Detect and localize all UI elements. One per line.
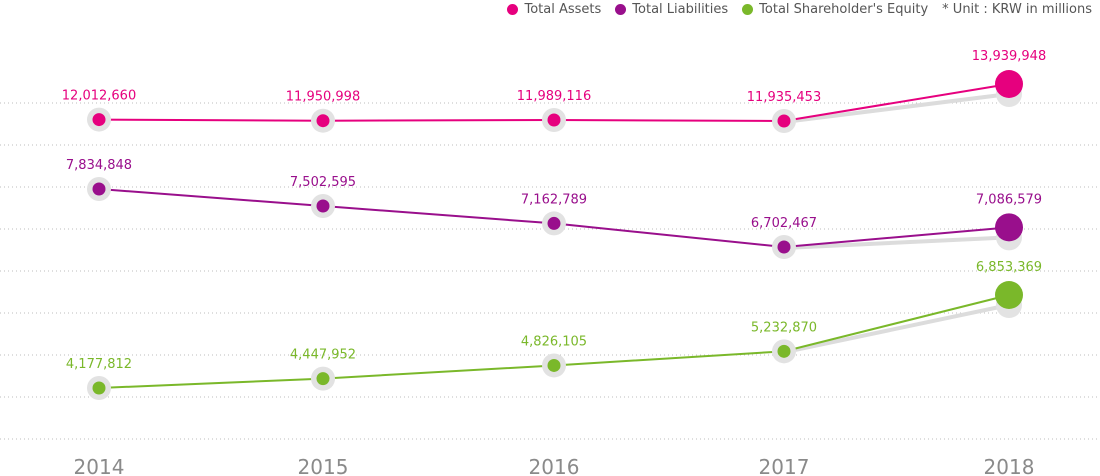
data-label: 12,012,660 [62, 89, 136, 104]
legend-dot-icon [742, 3, 754, 15]
legend: Total Assets Total Liabilities Total Sha… [493, 0, 1092, 18]
data-point-highlight [995, 70, 1023, 98]
x-tick-label-2015: 2015 [298, 455, 349, 476]
data-label: 7,502,595 [290, 175, 356, 190]
legend-dot-icon [507, 3, 519, 15]
data-label: 4,826,105 [521, 334, 587, 349]
trend-shadow [782, 235, 1011, 250]
legend-item-total-liabilities: Total Liabilities [615, 2, 728, 17]
data-point [547, 358, 561, 372]
legend-label: Total Assets [524, 1, 602, 17]
data-label: 4,447,952 [290, 348, 356, 363]
series-2: 7,834,848 7,502,595 7,162,789 6,702,467 7,08… [66, 158, 1042, 259]
data-point [316, 114, 330, 128]
series-3: 4,177,812 4,447,952 4,826,105 5,232,870 6,85… [66, 260, 1042, 400]
data-label: 13,939,948 [972, 49, 1046, 64]
data-label: 7,834,848 [66, 158, 132, 173]
data-point [316, 372, 330, 386]
data-label: 7,162,789 [521, 192, 587, 207]
legend-item-total-assets: Total Assets [507, 2, 601, 17]
data-point [777, 344, 791, 358]
data-point [547, 113, 561, 127]
data-label: 11,950,998 [286, 90, 360, 105]
legend-item-total-equity: Total Shareholder's Equity [742, 2, 928, 17]
x-tick-label-2016: 2016 [529, 455, 580, 476]
data-label: 11,935,453 [747, 90, 821, 105]
x-tick-label-2018: 2018 [984, 455, 1035, 476]
data-label: 6,853,369 [976, 260, 1042, 275]
data-label: 7,086,579 [976, 192, 1042, 207]
data-point [92, 182, 106, 196]
data-label: 5,232,870 [751, 320, 817, 335]
grid [0, 102, 1100, 440]
legend-dot-icon [615, 3, 627, 15]
data-label: 6,702,467 [751, 216, 817, 231]
data-point [316, 199, 330, 213]
data-point [92, 381, 106, 395]
data-point-highlight [995, 281, 1023, 309]
x-tick-label-2017: 2017 [759, 455, 810, 476]
unit-note: * Unit : KRW in millions [942, 1, 1092, 17]
data-point [777, 240, 791, 254]
legend-label: Total Shareholder's Equity [759, 1, 929, 17]
legend-label: Total Liabilities [632, 1, 729, 17]
trend-shadow [782, 303, 1011, 355]
x-axis: 2014 2015 2016 2017 2018 [74, 455, 1035, 476]
data-point [547, 216, 561, 230]
trend-shadow [782, 92, 1011, 124]
data-point [92, 113, 106, 127]
data-label: 4,177,812 [66, 357, 132, 372]
series-1: 12,012,660 11,950,998 11,989,116 11,935,453… [62, 49, 1046, 133]
x-tick-label-2014: 2014 [74, 455, 125, 476]
data-point-highlight [995, 213, 1023, 242]
series-layer: 12,012,660 11,950,998 11,989,116 11,935,453… [62, 49, 1046, 400]
data-point [777, 114, 791, 128]
data-label: 11,989,116 [517, 89, 591, 104]
